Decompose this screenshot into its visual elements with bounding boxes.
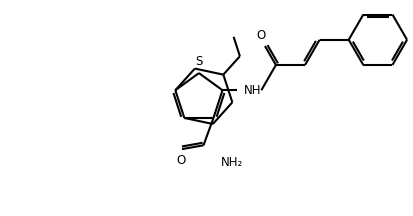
Text: NH₂: NH₂ bbox=[220, 156, 242, 168]
Text: NH: NH bbox=[244, 84, 261, 97]
Text: O: O bbox=[256, 29, 265, 42]
Text: S: S bbox=[195, 55, 202, 68]
Text: O: O bbox=[176, 154, 185, 167]
